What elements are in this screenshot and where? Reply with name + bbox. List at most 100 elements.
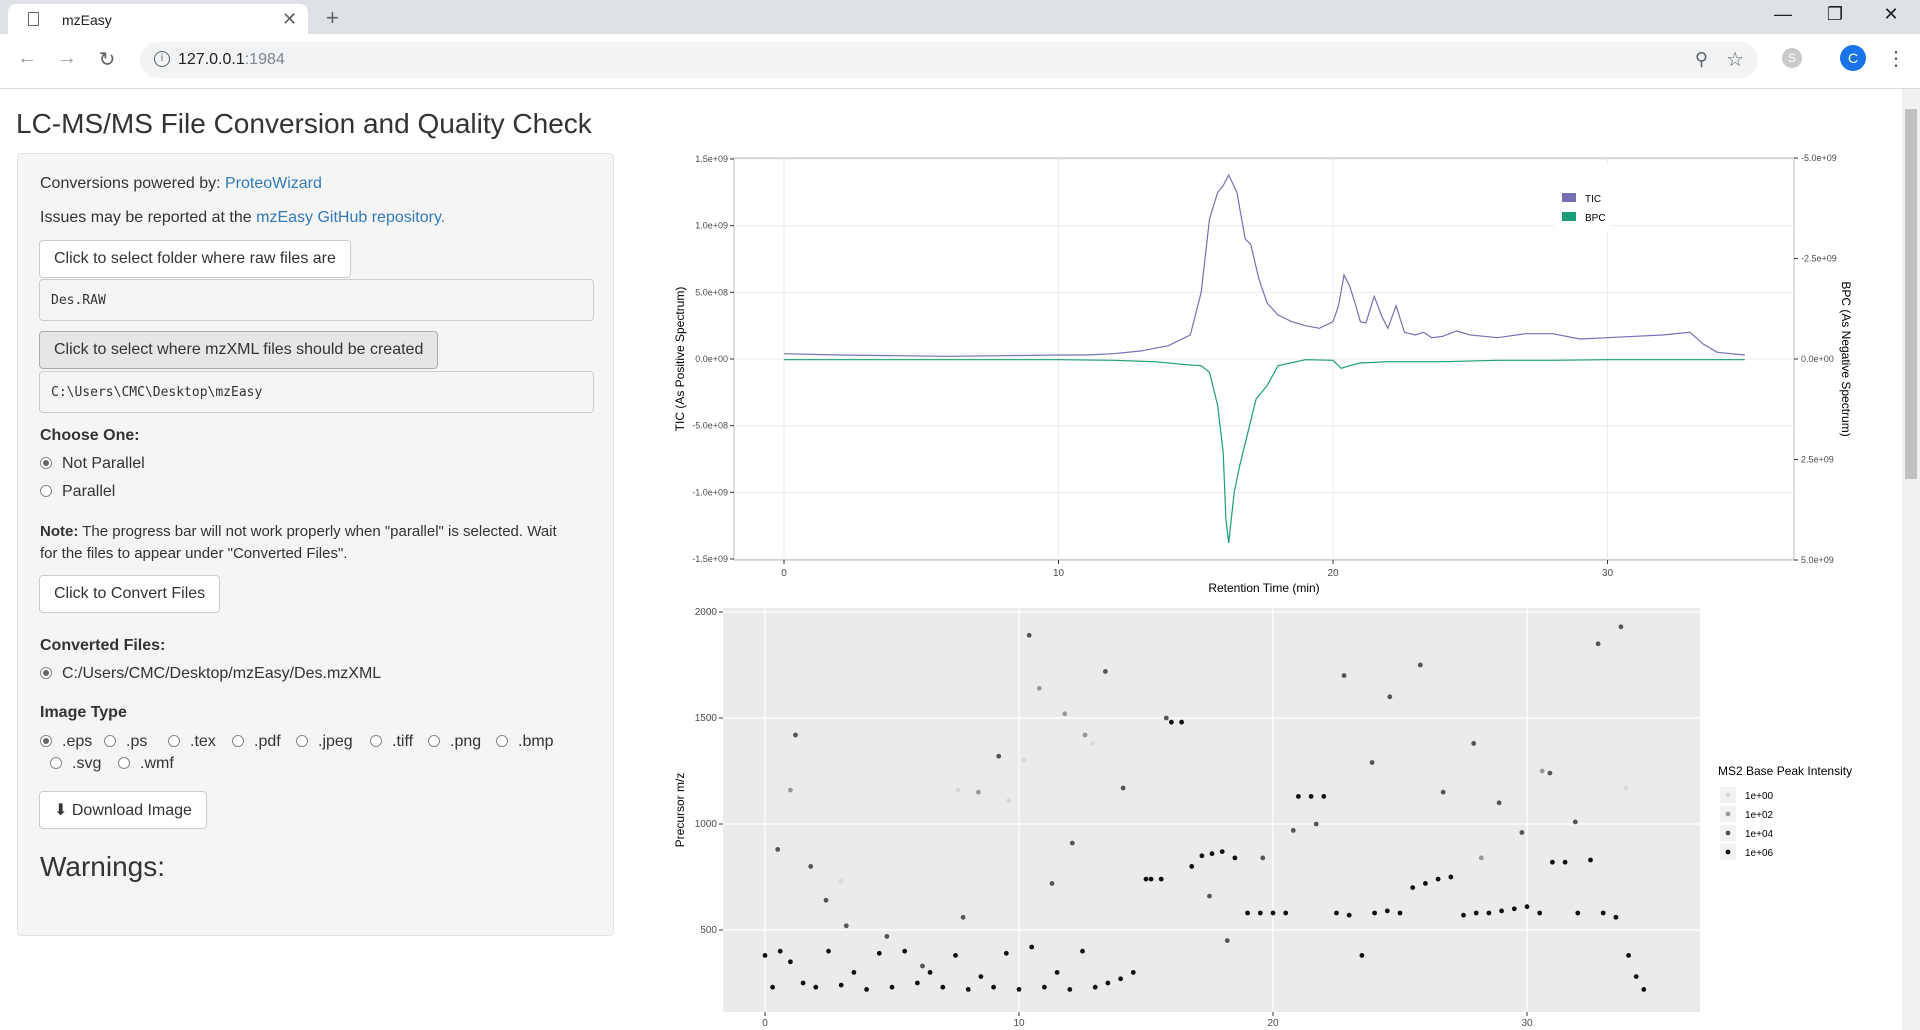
scatter-point bbox=[1090, 741, 1096, 746]
powered-prefix: Conversions powered by: bbox=[40, 175, 225, 192]
profile-avatar[interactable]: C bbox=[1840, 45, 1866, 71]
scatter-point bbox=[843, 923, 849, 929]
radio-circle[interactable] bbox=[40, 457, 52, 469]
scatter-point bbox=[976, 789, 981, 795]
radio-circle[interactable] bbox=[118, 757, 130, 769]
image-type-option[interactable]: .eps bbox=[40, 733, 92, 751]
scatter-point bbox=[889, 984, 895, 990]
converted-file-name: C:/Users/CMC/Desktop/mzEasy/Des.mzXML bbox=[62, 665, 382, 682]
image-type-option[interactable]: .pdf bbox=[232, 733, 281, 751]
scatter-point bbox=[1397, 910, 1403, 916]
scatter-point bbox=[1120, 785, 1126, 791]
browser-tab[interactable]: mzEasy ✕ bbox=[8, 4, 308, 34]
scatter-point bbox=[1069, 840, 1075, 846]
image-type-option[interactable]: .ps bbox=[104, 733, 147, 751]
radio-circle[interactable] bbox=[40, 735, 52, 747]
radio-circle[interactable] bbox=[232, 735, 244, 747]
legend-label-bpc: BPC bbox=[1585, 213, 1606, 224]
site-info-icon[interactable]: i bbox=[154, 51, 170, 67]
y-tick-label: 5.0e+08 bbox=[695, 287, 728, 297]
radio-circle[interactable] bbox=[370, 735, 382, 747]
address-bar[interactable]: i 127.0.0.1:1984 ⚲ ☆ bbox=[140, 42, 1758, 78]
maximize-icon[interactable]: ❐ bbox=[1826, 4, 1844, 24]
scatter-point bbox=[920, 963, 925, 969]
image-type-option[interactable]: .bmp bbox=[496, 733, 554, 751]
download-image-button[interactable]: ⬇ Download Image bbox=[39, 791, 207, 829]
radio-circle[interactable] bbox=[496, 735, 508, 747]
window-close-icon[interactable]: ✕ bbox=[1883, 4, 1899, 24]
scatter-point bbox=[1341, 673, 1347, 678]
image-type-option[interactable]: .jpeg bbox=[296, 733, 353, 751]
scatter-point bbox=[927, 970, 933, 975]
download-label: Download Image bbox=[71, 802, 192, 819]
url-text[interactable]: 127.0.0.1:1984 bbox=[178, 51, 285, 69]
reload-icon[interactable]: ↻ bbox=[98, 49, 116, 71]
tab-title: mzEasy bbox=[62, 12, 112, 28]
image-type-option[interactable]: .wmf bbox=[118, 755, 174, 773]
image-type-option[interactable]: .tiff bbox=[370, 733, 413, 751]
back-icon[interactable]: ← bbox=[17, 47, 37, 69]
radio-parallel[interactable]: Parallel bbox=[40, 483, 115, 501]
tab-close-icon[interactable]: ✕ bbox=[282, 9, 298, 29]
radio-circle[interactable] bbox=[50, 757, 62, 769]
scatter-point bbox=[1547, 770, 1553, 776]
scatter-point bbox=[991, 984, 996, 990]
scatter-point bbox=[1410, 885, 1416, 890]
image-type-option[interactable]: .svg bbox=[50, 755, 101, 773]
x-tick-label: 20 bbox=[1267, 1018, 1279, 1029]
browser-menu-icon[interactable]: ⋮ bbox=[1886, 48, 1906, 70]
zoom-icon[interactable]: ⚲ bbox=[1694, 49, 1708, 69]
scatter-point bbox=[1471, 741, 1477, 746]
scatter-points bbox=[762, 624, 1647, 992]
scatter-point bbox=[1519, 830, 1525, 835]
note-line-1: Note: The progress bar will not work pro… bbox=[40, 523, 557, 540]
image-type-option[interactable]: .tex bbox=[168, 733, 216, 751]
precursor-scatter-plot: 0 10 20 30 2000 1500 1000 500 Precursor m/z MS2… bbox=[673, 607, 1852, 1029]
chromatogram-y-label: TIC (As Positive Spectrum) bbox=[673, 287, 687, 432]
image-type-label: Image Type bbox=[40, 704, 127, 721]
new-tab-icon[interactable]: + bbox=[326, 5, 339, 30]
page-scrollbar[interactable] bbox=[1902, 89, 1920, 1030]
radio-circle[interactable] bbox=[40, 667, 52, 679]
scatter-point bbox=[793, 732, 798, 738]
scatter-point bbox=[1588, 857, 1593, 863]
scatter-point bbox=[1143, 876, 1149, 882]
choose-one-label: Choose One: bbox=[40, 427, 140, 444]
scatter-point bbox=[808, 864, 814, 869]
radio-not-parallel[interactable]: Not Parallel bbox=[40, 455, 145, 473]
scatter-point bbox=[1290, 828, 1296, 833]
chromatogram-x-label: Retention Time (min) bbox=[1208, 581, 1319, 595]
x-tick-label: 0 bbox=[762, 1018, 768, 1029]
scatter-point bbox=[1575, 910, 1581, 916]
convert-files-button[interactable]: Click to Convert Files bbox=[39, 575, 221, 613]
minimize-icon[interactable]: — bbox=[1774, 4, 1792, 24]
raw-folder-field: Des.RAW bbox=[39, 279, 594, 321]
scrollbar-thumb[interactable] bbox=[1905, 109, 1917, 479]
y-tick-label: -5.0e+08 bbox=[692, 421, 728, 431]
y-tick-label: 1000 bbox=[695, 819, 718, 830]
extension-icon[interactable]: S bbox=[1782, 48, 1802, 68]
scatter-point bbox=[1209, 851, 1215, 857]
proteowizard-link[interactable]: ProteoWizard bbox=[224, 175, 322, 192]
radio-circle[interactable] bbox=[104, 735, 116, 747]
scatter-point bbox=[1118, 976, 1123, 982]
radio-circle[interactable] bbox=[296, 735, 308, 747]
page-title: LC-MS/MS File Conversion and Quality Che… bbox=[16, 108, 592, 139]
select-mzxml-folder-button[interactable]: Click to select where mzXML files should… bbox=[39, 331, 439, 369]
radio-circle[interactable] bbox=[168, 735, 180, 747]
image-type-label: .ps bbox=[126, 733, 148, 750]
converted-files-label: Converted Files: bbox=[40, 637, 166, 654]
scatter-point bbox=[1600, 910, 1606, 916]
radio-circle[interactable] bbox=[428, 735, 440, 747]
image-type-option[interactable]: .png bbox=[428, 733, 481, 751]
y-tick-label: 0.0e+00 bbox=[695, 354, 728, 364]
radio-circle[interactable] bbox=[40, 485, 52, 497]
forward-icon[interactable]: → bbox=[57, 47, 77, 69]
scatter-point bbox=[1016, 987, 1022, 992]
scatter-point bbox=[777, 948, 783, 954]
github-link[interactable]: mzEasy GitHub repository. bbox=[256, 209, 446, 226]
select-raw-folder-button[interactable]: Click to select folder where raw files a… bbox=[39, 240, 351, 278]
converted-file-option[interactable]: C:/Users/CMC/Desktop/mzEasy/Des.mzXML bbox=[40, 665, 381, 683]
scatter-legend-entries: 1e+00 1e+02 1e+04 1e+06 bbox=[1720, 787, 1774, 860]
bookmark-star-icon[interactable]: ☆ bbox=[1726, 49, 1744, 71]
